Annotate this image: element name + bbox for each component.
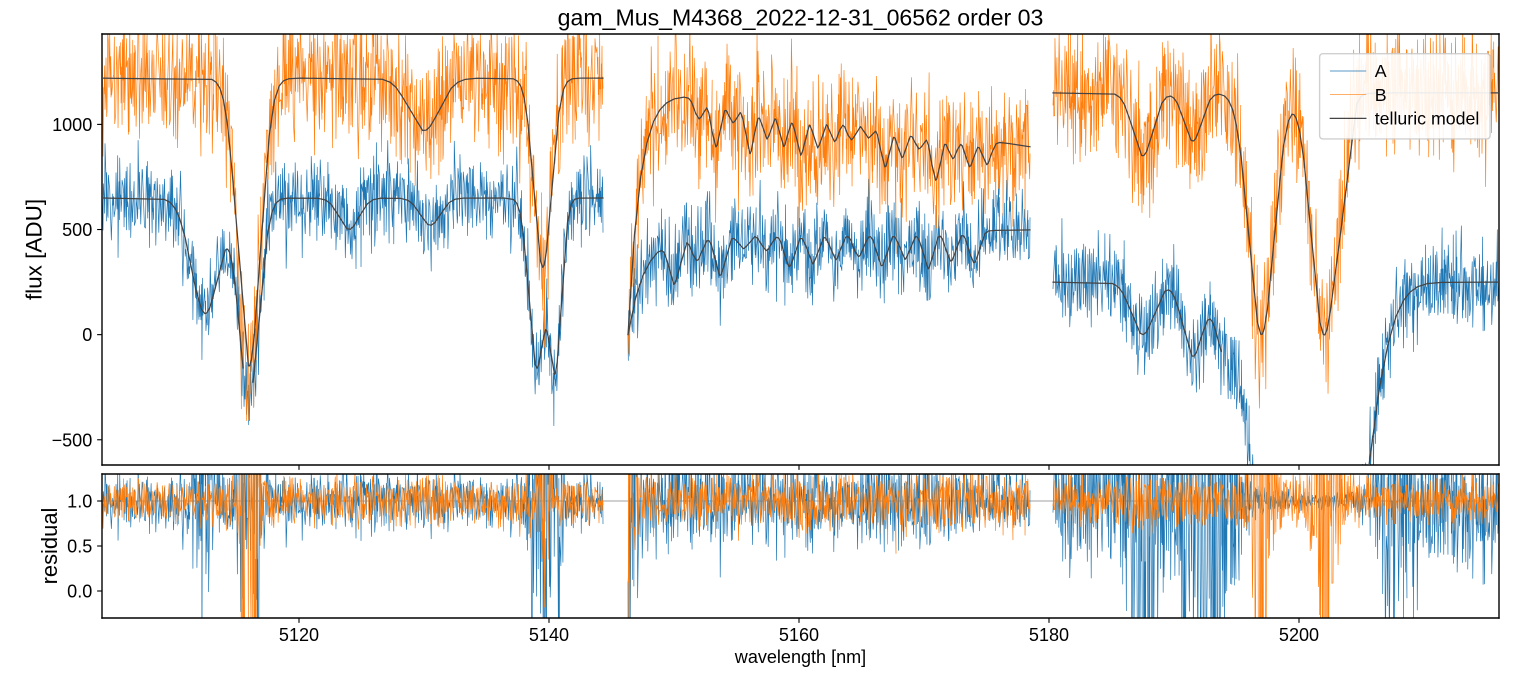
svg-text:residual: residual — [37, 508, 62, 585]
svg-text:5140: 5140 — [529, 625, 569, 645]
svg-text:5180: 5180 — [1029, 625, 1069, 645]
svg-text:5120: 5120 — [279, 625, 319, 645]
svg-text:1.0: 1.0 — [67, 492, 92, 512]
svg-text:A: A — [1375, 61, 1387, 81]
svg-text:gam_Mus_M4368_2022-12-31_06562: gam_Mus_M4368_2022-12-31_06562 order 03 — [558, 5, 1044, 31]
svg-text:−500: −500 — [52, 430, 93, 450]
svg-text:1000: 1000 — [52, 115, 92, 135]
svg-text:0.0: 0.0 — [67, 582, 92, 602]
svg-text:0: 0 — [82, 325, 92, 345]
svg-text:telluric model: telluric model — [1375, 109, 1480, 129]
svg-text:5160: 5160 — [779, 625, 819, 645]
svg-text:flux [ADU]: flux [ADU] — [21, 199, 46, 300]
svg-text:wavelength [nm]: wavelength [nm] — [734, 647, 866, 667]
svg-text:0.5: 0.5 — [67, 537, 92, 557]
svg-text:500: 500 — [62, 220, 92, 240]
svg-text:B: B — [1375, 85, 1387, 105]
svg-text:5200: 5200 — [1279, 625, 1319, 645]
